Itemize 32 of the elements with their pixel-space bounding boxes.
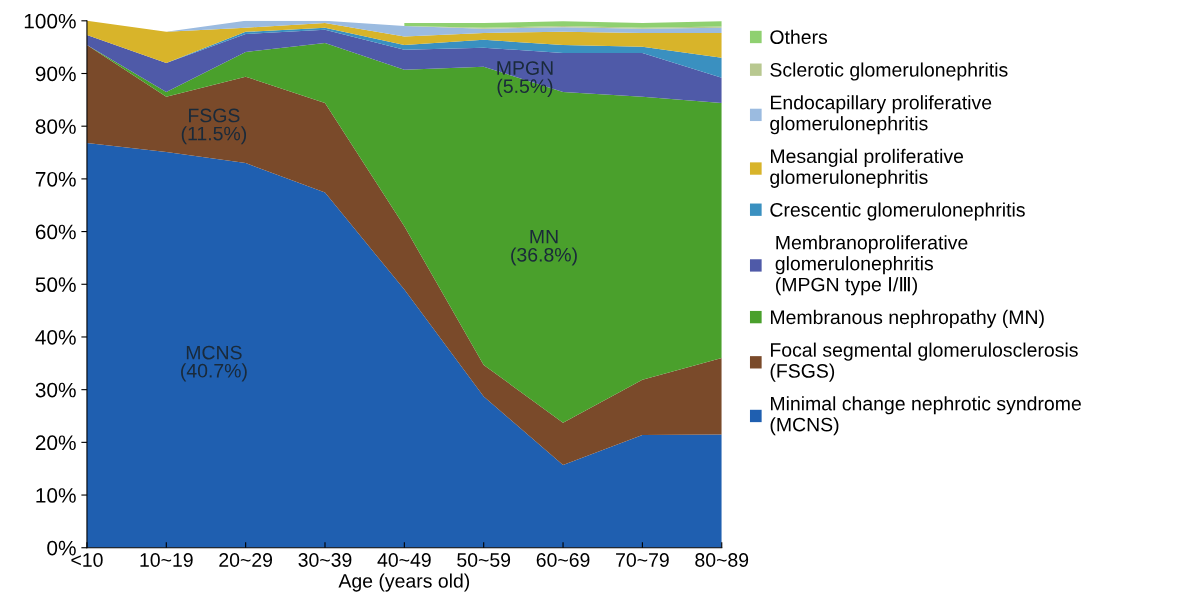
x-tick-label: 50~59 — [457, 553, 511, 567]
y-tick-label: 30% — [35, 382, 76, 398]
y-tick-label: 20% — [35, 435, 76, 451]
legend-label: Membranous nephropathy (MN) — [771, 309, 1044, 328]
y-tick-label: 40% — [35, 329, 76, 345]
legend-label: Minimal change nephrotic syndrome (MCNS) — [770, 396, 1081, 436]
legend-label: Crescentic glomerulonephritis — [770, 202, 1025, 221]
annotation: FSGS (11.5%) — [181, 108, 247, 145]
legend-label: Membranoproliferative glomerulonephritis (MPGN type Ⅰ/Ⅲ) — [775, 235, 968, 296]
legend-label: Endocapillary proliferative glomerulonephritis — [770, 95, 992, 135]
legend-label: Mesangial proliferative glomerulonephritis — [770, 148, 964, 188]
y-tick-label: 70% — [35, 171, 76, 187]
x-tick-label: 80~89 — [695, 553, 749, 567]
x-tick-label: 60~69 — [536, 553, 590, 567]
annotation: MN (36.8%) — [511, 229, 577, 266]
legend-label: Sclerotic glomerulonephritis — [770, 62, 1008, 81]
annotation: MPGN (5.5%) — [497, 61, 553, 97]
y-tick-label: 60% — [35, 224, 76, 240]
x-tick-label: 40~49 — [377, 553, 431, 567]
y-tick-label: 100% — [24, 13, 76, 29]
annotation: MCNS (40.7%) — [181, 345, 247, 382]
legend-label: Others — [770, 29, 828, 45]
x-tick-label: 30~39 — [298, 553, 352, 567]
x-tick-label: 20~29 — [219, 553, 273, 567]
x-tick-label: 70~79 — [616, 553, 669, 567]
y-tick-label: 80% — [35, 119, 76, 134]
x-tick-label: 10~19 — [140, 553, 193, 567]
y-tick-label: 90% — [35, 66, 76, 82]
y-tick-label: 50% — [35, 277, 76, 293]
legend-label: Focal segmental glomerulosclerosis (FSGS) — [770, 342, 1078, 382]
x-axis-title: Age (years old) — [338, 573, 470, 592]
y-tick-label: 10% — [36, 488, 76, 503]
